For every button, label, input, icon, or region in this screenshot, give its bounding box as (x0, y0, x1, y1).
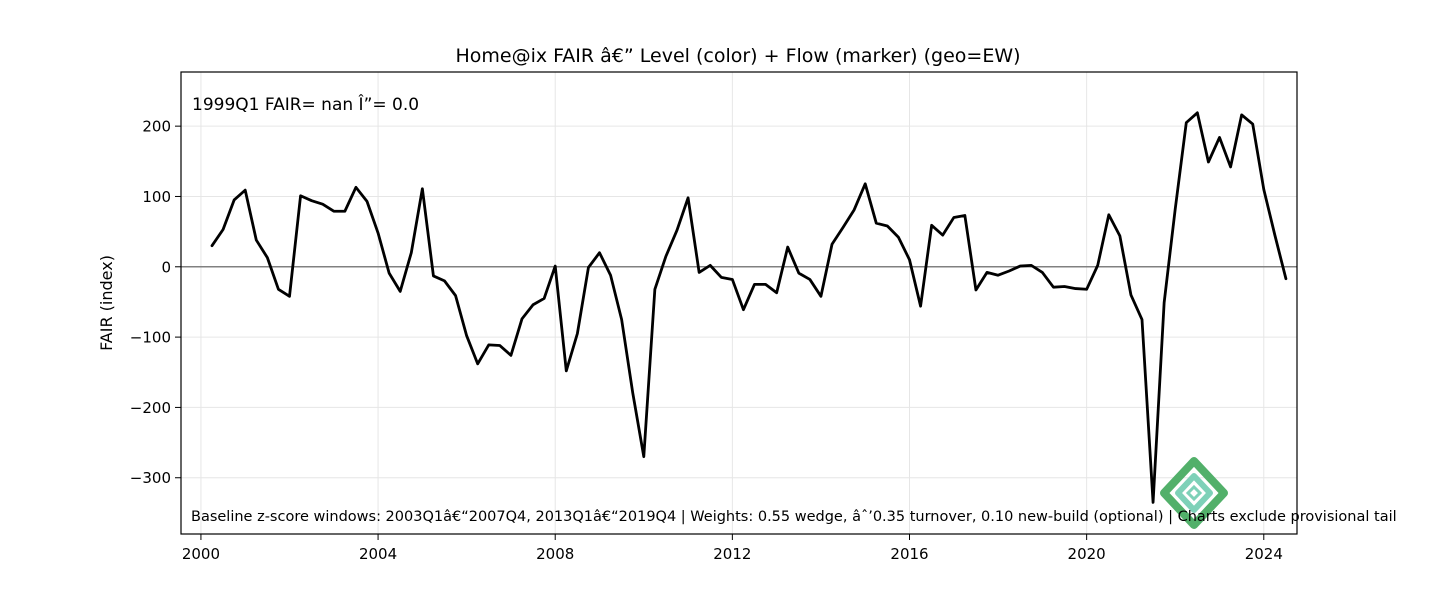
axes: 2000 2004 2008 2012 2016 2020 2024−300−200−100… (130, 71, 1298, 563)
y-tick-label: 200 (142, 118, 171, 136)
plot-frame (180, 71, 1298, 535)
y-tick-label: −100 (130, 329, 171, 347)
x-tick-label: 2000 (182, 545, 220, 563)
hover-readout-annotation: 1999Q1 FAIR= nan Î”= 0.0 (192, 93, 419, 115)
x-tick-label: 2016 (890, 545, 928, 563)
y-tick-label: −300 (130, 469, 171, 487)
brand-logo-icon (1160, 457, 1228, 529)
x-tick-label: 2008 (536, 545, 574, 563)
y-axis-label: FAIR (index) (97, 255, 116, 351)
x-tick-label: 2024 (1245, 545, 1283, 563)
footer-note: Baseline z-score windows: 2003Q1â€“2007Q… (191, 509, 1397, 525)
y-tick-label: −200 (130, 399, 171, 417)
chart-title: Home@ix FAIR â€” Level (color) + Flow (m… (455, 45, 1020, 67)
grid-lines (181, 72, 1297, 534)
y-tick-label: 0 (161, 258, 171, 276)
x-tick-label: 2004 (359, 545, 397, 563)
x-tick-label: 2012 (713, 545, 751, 563)
series-layer (210, 111, 1288, 504)
series-line-0 (210, 111, 1288, 504)
x-tick-label: 2020 (1068, 545, 1106, 563)
y-tick-label: 100 (142, 188, 171, 206)
